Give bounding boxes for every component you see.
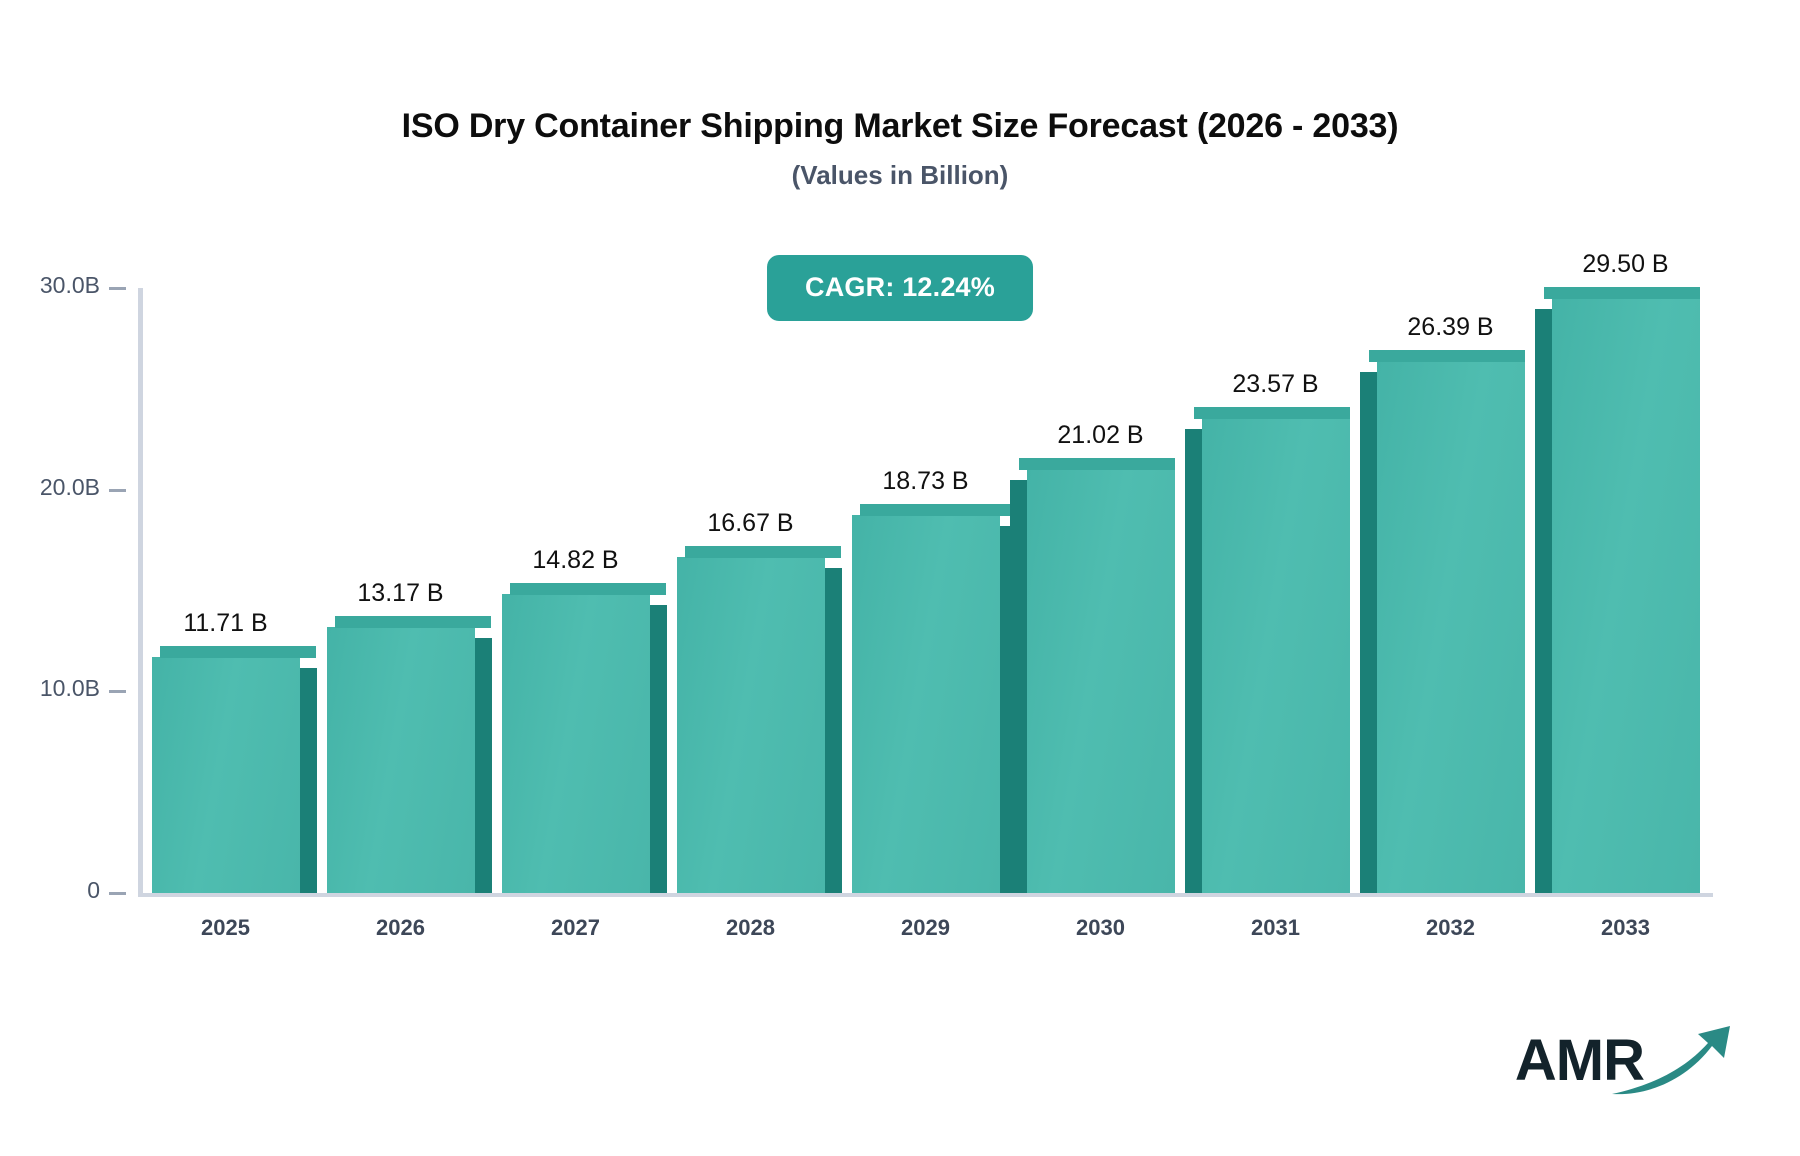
bar-group[interactable]: 14.82 B 2027 <box>501 0 667 1156</box>
bar-value-label: 11.71 B <box>183 608 268 637</box>
x-axis-tick-label: 2025 <box>201 915 250 940</box>
y-axis-tick-label: 20.0B <box>39 473 100 500</box>
bar-front-face <box>851 515 1000 893</box>
bar-side-face <box>1184 428 1202 893</box>
bar[interactable] <box>501 583 667 893</box>
growth-arrow-icon <box>1608 1022 1748 1107</box>
bar-top-face <box>859 504 1016 517</box>
bar-value-label: 18.73 B <box>882 467 969 496</box>
chart-subtitle: (Values in Billion) <box>791 160 1009 191</box>
y-axis-tick-label: 30.0B <box>39 272 100 298</box>
amr-logo: AMR <box>1515 1021 1748 1101</box>
bar-group[interactable]: 29.50 B 2033 <box>1534 0 1700 1156</box>
bar-side-face <box>649 605 667 893</box>
bar-side-face <box>299 667 317 893</box>
bar[interactable] <box>1359 349 1525 893</box>
y-axis-line <box>138 288 143 895</box>
bar-top-face <box>159 645 316 658</box>
bar-top-face <box>1018 458 1175 471</box>
bar-group[interactable]: 18.73 B 2029 <box>851 0 1017 1156</box>
y-axis-tick-label: 0 <box>87 877 100 903</box>
y-axis-tick-label: 10.0B <box>39 675 100 702</box>
bar-front-face <box>1026 469 1175 893</box>
bar[interactable] <box>151 645 317 893</box>
x-axis-tick-label: 2029 <box>901 915 950 940</box>
amr-logo-text: AMR <box>1514 1028 1645 1093</box>
y-axis-tick-mark <box>109 287 126 290</box>
bar-front-face <box>1551 298 1700 893</box>
x-axis-tick-label: 2030 <box>1076 915 1125 940</box>
chart-header: ISO Dry Container Shipping Market Size F… <box>0 107 1800 191</box>
bar-front-face <box>326 627 475 893</box>
bar-top-face <box>684 545 841 558</box>
bar-top-face <box>334 616 491 629</box>
bar-side-face <box>1359 371 1377 893</box>
y-axis-tick-mark <box>109 892 126 895</box>
bar-top-face <box>1193 406 1350 419</box>
bar-side-face <box>824 567 842 893</box>
bar-group[interactable]: 21.02 B 2030 <box>1009 0 1175 1156</box>
bar-top-face <box>1368 349 1525 362</box>
bar-front-face <box>151 656 300 893</box>
x-axis-tick-label: 2032 <box>1426 915 1475 940</box>
bar-front-face <box>1201 417 1350 893</box>
bar-front-face <box>1376 360 1525 893</box>
bar-side-face <box>1534 309 1552 893</box>
bars-layer: 11.71 B 2025 13.17 B 2026 14.82 B 2027 16.67 B… <box>138 0 1713 1156</box>
x-axis-tick-label: 2031 <box>1251 915 1300 940</box>
bar-group[interactable]: 11.71 B 2025 <box>151 0 317 1156</box>
y-axis-tick-mark <box>109 690 126 694</box>
bar-value-label: 23.57 B <box>1232 369 1319 398</box>
bar[interactable] <box>851 504 1017 893</box>
bar-group[interactable]: 26.39 B 2032 <box>1359 0 1525 1156</box>
bar[interactable] <box>1534 287 1700 893</box>
bar-value-label: 26.39 B <box>1407 312 1494 341</box>
bar-value-label: 13.17 B <box>357 579 444 608</box>
page-title: ISO Dry Container Shipping Market Size F… <box>401 107 1399 145</box>
x-axis-tick-label: 2026 <box>376 915 425 940</box>
bar-top-face <box>1543 287 1700 300</box>
bar[interactable] <box>1184 406 1350 893</box>
bar-group[interactable]: 23.57 B 2031 <box>1184 0 1350 1156</box>
x-axis-tick-label: 2033 <box>1601 915 1650 940</box>
bar-value-label: 14.82 B <box>532 546 619 575</box>
bar-value-label: 21.02 B <box>1057 421 1144 450</box>
cagr-badge: CAGR: 12.24% <box>767 255 1033 321</box>
bar-value-label: 16.67 B <box>707 508 794 537</box>
bar-side-face <box>1009 480 1027 893</box>
bar-front-face <box>501 594 650 893</box>
bar-top-face <box>509 583 666 596</box>
y-axis-tick-mark <box>109 488 126 492</box>
bar[interactable] <box>326 616 492 893</box>
bar-group[interactable]: 16.67 B 2028 <box>676 0 842 1156</box>
bar-side-face <box>474 638 492 893</box>
x-axis-tick-label: 2027 <box>551 915 600 940</box>
bar-group[interactable]: 13.17 B 2026 <box>326 0 492 1156</box>
bar[interactable] <box>1009 458 1175 893</box>
bar-value-label: 29.50 B <box>1582 250 1669 279</box>
x-axis-line <box>138 893 1713 897</box>
bar-front-face <box>676 556 825 893</box>
bar[interactable] <box>676 545 842 893</box>
x-axis-tick-label: 2028 <box>726 915 775 940</box>
